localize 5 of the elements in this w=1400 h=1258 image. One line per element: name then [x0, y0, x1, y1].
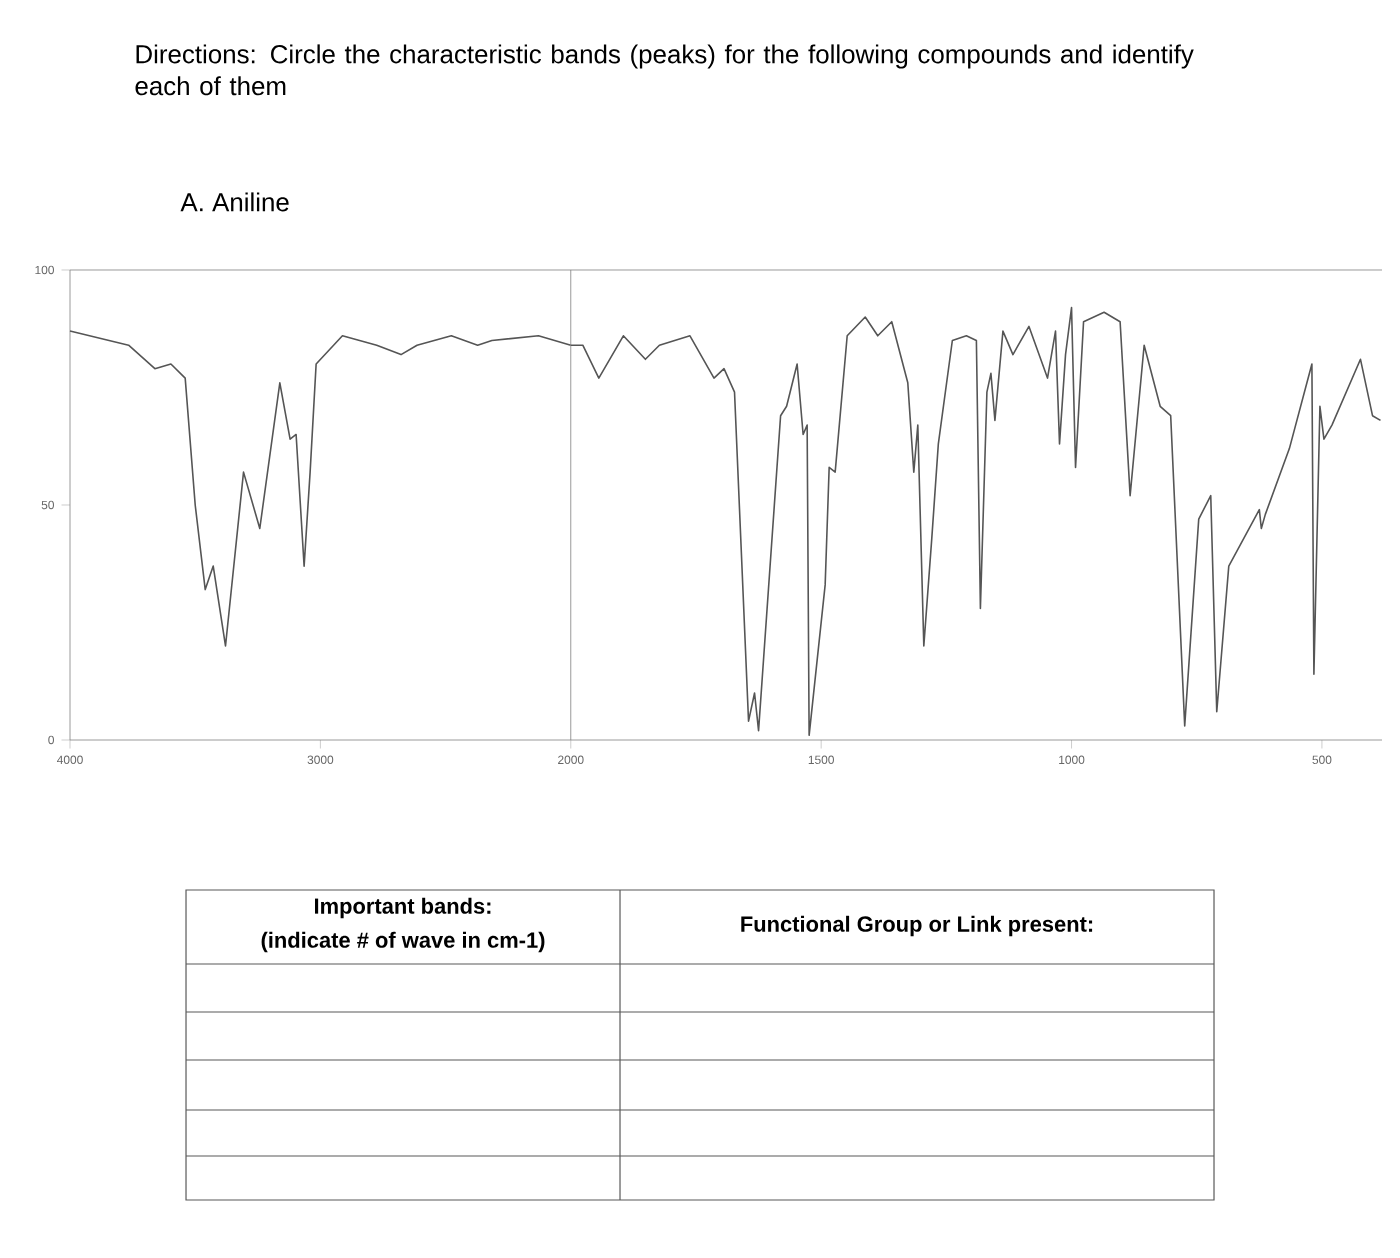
- chart-subtitle: A. Aniline: [180, 192, 289, 212]
- text: Functional Group or Link present:: [741, 915, 1093, 937]
- text: Directions: Circle the characteristic bands (peaks) for the following compounds and identify each of them: [135, 44, 1194, 96]
- text: (indicate # of wave in cm-1): [261, 931, 545, 953]
- text: Important bands:: [314, 897, 491, 919]
